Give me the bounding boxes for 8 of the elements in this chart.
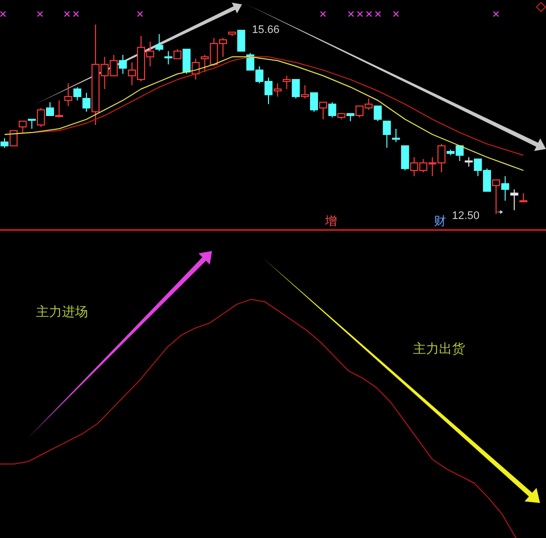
annotation: 主力进场 [36, 305, 88, 320]
annotation: 12.50 [452, 209, 480, 223]
text: 财 [434, 214, 446, 228]
candlestick [282, 75, 291, 90]
candlestick [501, 176, 510, 202]
annotation: 15.66 [252, 23, 280, 37]
annotation: 主力出货 [413, 342, 465, 357]
text: 增 [325, 214, 337, 228]
